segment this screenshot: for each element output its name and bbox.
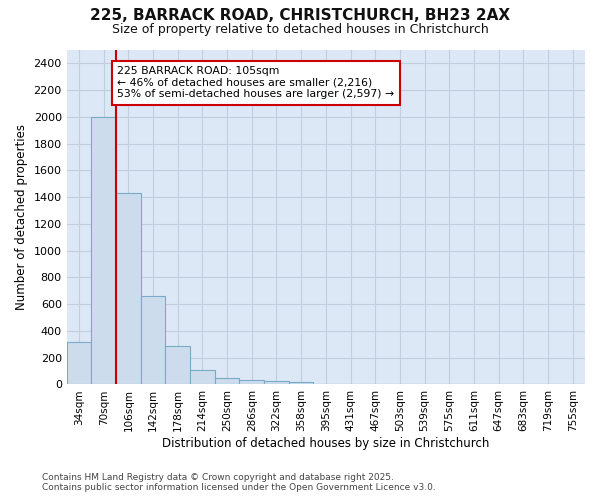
Bar: [239, 380, 264, 384]
Text: 225 BARRACK ROAD: 105sqm
← 46% of detached houses are smaller (2,216)
53% of sem: 225 BARRACK ROAD: 105sqm ← 46% of detach…: [117, 66, 394, 100]
Y-axis label: Number of detached properties: Number of detached properties: [15, 124, 28, 310]
Bar: [67, 342, 91, 384]
Bar: [91, 117, 116, 384]
Text: 225, BARRACK ROAD, CHRISTCHURCH, BH23 2AX: 225, BARRACK ROAD, CHRISTCHURCH, BH23 2A…: [90, 8, 510, 22]
Bar: [116, 193, 141, 384]
Bar: [141, 296, 166, 384]
Bar: [166, 346, 190, 385]
Bar: [190, 370, 215, 384]
Text: Size of property relative to detached houses in Christchurch: Size of property relative to detached ho…: [112, 22, 488, 36]
X-axis label: Distribution of detached houses by size in Christchurch: Distribution of detached houses by size …: [162, 437, 490, 450]
Bar: [264, 381, 289, 384]
Bar: [289, 382, 313, 384]
Text: Contains HM Land Registry data © Crown copyright and database right 2025.
Contai: Contains HM Land Registry data © Crown c…: [42, 473, 436, 492]
Bar: [215, 378, 239, 384]
